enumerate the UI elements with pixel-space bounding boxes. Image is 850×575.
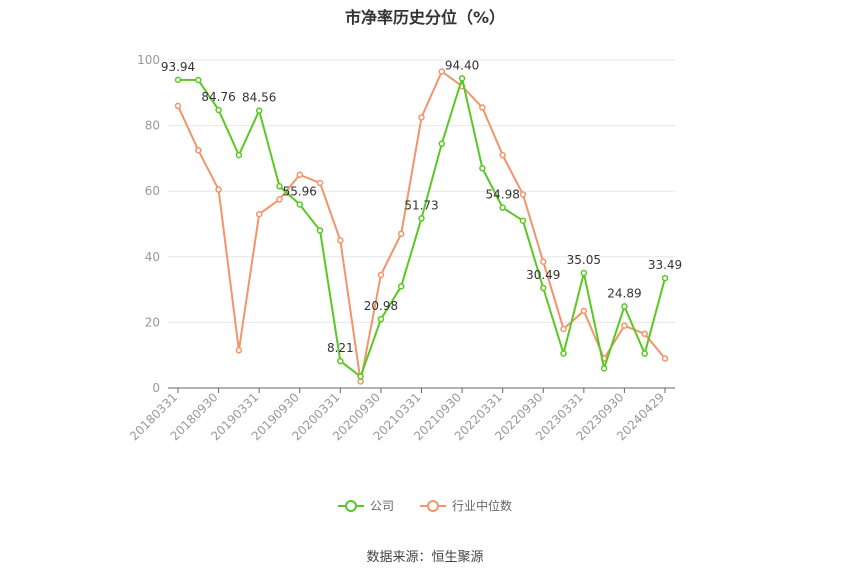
legend-label-industry: 行业中位数	[452, 499, 513, 513]
data-point-company	[174, 76, 182, 84]
y-tick-label: 20	[145, 315, 160, 329]
y-tick-label: 40	[145, 250, 160, 264]
legend-label-company: 公司	[369, 499, 394, 513]
data-point-industry	[519, 191, 527, 198]
data-point-company	[519, 217, 527, 224]
data-point-industry	[499, 151, 506, 159]
chart-title: 市净率历史分位（%）	[344, 8, 506, 27]
data-point-company	[235, 151, 243, 159]
data-point-industry	[540, 258, 547, 265]
data-point-company	[479, 164, 486, 172]
grid-lines	[168, 59, 675, 323]
data-point-company	[195, 76, 202, 84]
data-point-company	[337, 357, 344, 365]
data-point-industry	[479, 104, 486, 111]
series-lines	[174, 68, 669, 385]
data-point-company	[560, 350, 567, 357]
data-point-industry	[397, 230, 405, 238]
data-label: 94.40	[445, 58, 479, 72]
data-point-company	[397, 283, 405, 290]
data-point-industry	[377, 271, 385, 279]
data-point-industry	[296, 171, 303, 179]
legend: 公司 行业中位数	[0, 497, 850, 514]
data-label: 20.98	[364, 299, 398, 313]
data-point-industry	[235, 347, 243, 354]
data-point-company	[540, 284, 547, 292]
data-point-industry	[276, 196, 283, 203]
data-labels: 93.94 84.76 84.56 55.96 8.21 20.98 51.73 94.40 5…	[161, 58, 682, 355]
data-label: 84.56	[242, 91, 276, 105]
data-point-industry	[174, 102, 182, 110]
y-tick-label: 100	[137, 53, 160, 67]
data-point-company	[600, 365, 608, 372]
data-label: 35.05	[567, 253, 601, 267]
legend-item-company[interactable]: 公司	[337, 497, 394, 514]
data-point-company	[641, 350, 648, 357]
data-point-company	[458, 75, 466, 82]
data-point-industry	[438, 68, 446, 75]
data-point-company	[316, 227, 324, 234]
data-label: 51.73	[404, 198, 438, 212]
data-point-company	[357, 373, 364, 380]
data-point-industry	[195, 146, 202, 154]
data-label: 33.49	[648, 258, 682, 272]
data-point-company	[296, 201, 303, 208]
data-point-company	[377, 315, 385, 323]
data-point-company	[499, 204, 506, 211]
data-point-company	[215, 106, 222, 114]
data-point-industry	[560, 325, 567, 333]
data-point-industry	[255, 210, 263, 218]
data-point-industry	[580, 307, 588, 315]
source-note: 数据来源：恒生聚源	[366, 550, 484, 565]
data-point-company	[255, 107, 263, 114]
legend-item-industry[interactable]: 行业中位数	[420, 497, 512, 514]
data-point-industry	[641, 330, 648, 338]
axes: 0204060801002018033120180930201903312019…	[127, 53, 675, 443]
data-point-company	[661, 274, 669, 282]
data-point-industry	[621, 322, 628, 329]
data-point-industry	[418, 114, 425, 121]
legend-line-circle-icon	[420, 499, 446, 512]
data-label: 24.89	[607, 286, 641, 300]
data-label: 93.94	[161, 60, 195, 74]
legend-line-circle-icon	[337, 499, 364, 512]
data-label: 8.21	[327, 341, 354, 355]
y-tick-label: 80	[145, 119, 160, 133]
data-point-industry	[337, 237, 344, 244]
data-label: 84.76	[201, 90, 235, 104]
data-point-company	[438, 140, 446, 147]
data-label: 54.98	[485, 188, 519, 202]
data-point-company	[418, 215, 425, 222]
data-point-industry	[661, 355, 669, 362]
data-point-industry	[316, 179, 324, 187]
y-tick-label: 60	[145, 184, 160, 198]
data-point-company	[621, 303, 628, 310]
data-label: 55.96	[283, 184, 317, 198]
data-point-company	[580, 269, 588, 277]
data-label: 30.49	[526, 268, 560, 282]
data-point-company	[276, 183, 283, 190]
data-point-industry	[215, 186, 222, 193]
y-tick-label: 0	[152, 381, 160, 395]
